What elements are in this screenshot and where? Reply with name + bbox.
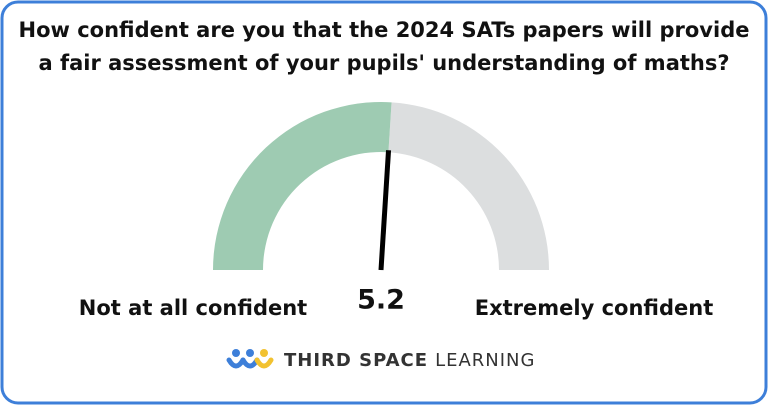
- gauge: 5.2: [213, 102, 549, 316]
- max-label: Extremely confident: [475, 296, 714, 320]
- gauge-value: 5.2: [357, 285, 405, 316]
- gauge-track: [388, 102, 549, 270]
- title-line: How confident are you that the 2024 SATs…: [19, 18, 750, 42]
- gauge-needle: [378, 150, 392, 271]
- brand-logo: [226, 349, 274, 369]
- brand-light: LEARNING: [435, 350, 535, 371]
- logo-arc: [254, 357, 274, 369]
- brand-name: THIRD SPACE LEARNING: [284, 350, 535, 371]
- brand-bold: THIRD SPACE: [284, 350, 428, 371]
- title-line: a fair assessment of your pupils' unders…: [38, 51, 729, 75]
- min-label: Not at all confident: [79, 296, 307, 320]
- gauge-fill: [213, 102, 392, 270]
- logo-dot: [260, 349, 268, 357]
- logo-dot: [246, 349, 254, 357]
- logo-dot: [232, 349, 240, 357]
